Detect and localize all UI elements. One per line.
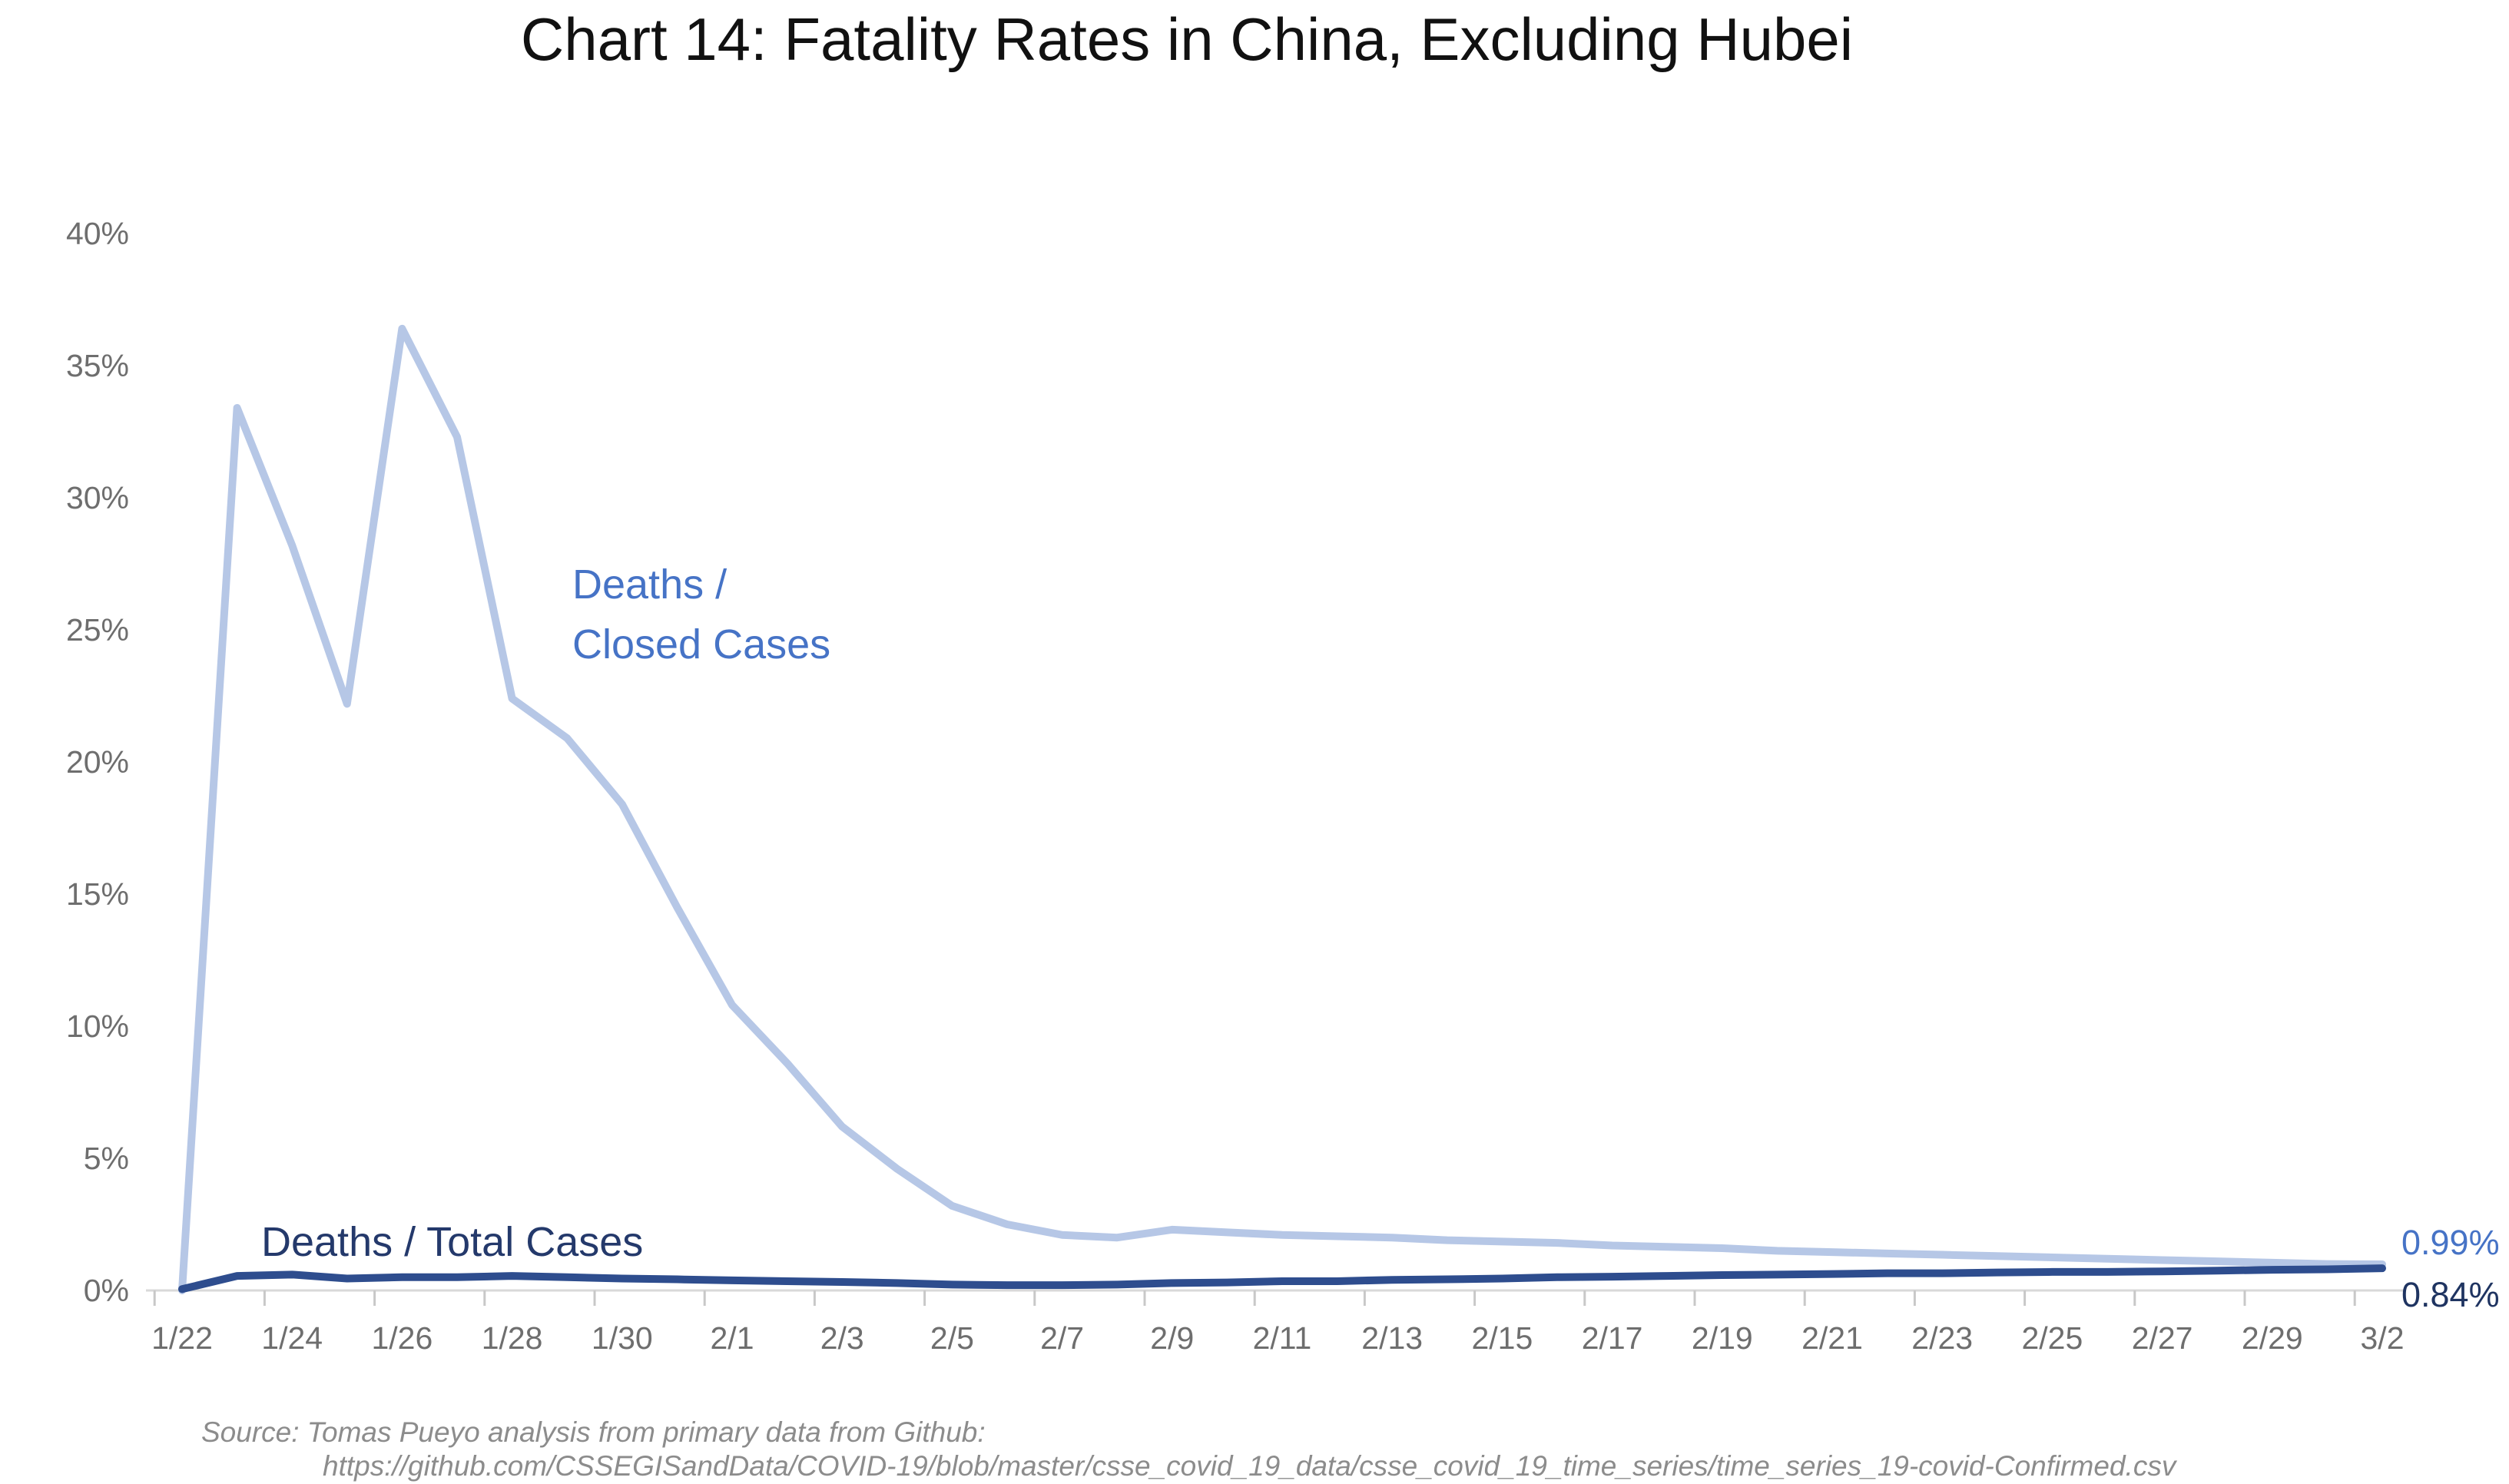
y-axis-tick-label: 25% [65, 612, 129, 648]
x-axis-tick-label: 2/29 [2241, 1320, 2303, 1356]
data-lines [178, 324, 2386, 1294]
x-axis-tick-label: 1/30 [591, 1320, 653, 1356]
y-axis-tick-label: 5% [83, 1141, 129, 1176]
deaths-total-end-value: 0.84% [2401, 1275, 2500, 1314]
x-axis-tick-label: 2/5 [930, 1320, 974, 1356]
deaths-closed-end-value: 0.99% [2401, 1223, 2500, 1262]
y-axis-tick-label: 0% [83, 1273, 129, 1308]
x-axis-tick-label: 1/28 [481, 1320, 543, 1356]
source-attribution-line2: https://github.com/CSSEGISandData/COVID-… [323, 1450, 2176, 1482]
deaths-closed-cases-label: Deaths / Closed Cases [572, 555, 830, 674]
x-axis-tick-label: 2/25 [2021, 1320, 2083, 1356]
x-axis-tick-label: 2/1 [710, 1320, 754, 1356]
x-axis-tick-label: 3/2 [2360, 1320, 2405, 1356]
deaths-closed-cases-label-line2: Closed Cases [572, 621, 831, 667]
y-axis-tick-label: 35% [65, 348, 129, 383]
x-axis-tick-label: 2/13 [1361, 1320, 1424, 1356]
x-axis-tick-label: 2/7 [1040, 1320, 1085, 1356]
x-axis-tick-label: 1/24 [261, 1320, 323, 1356]
x-axis-tick-label: 2/9 [1150, 1320, 1195, 1356]
deaths-total-cases-label: Deaths / Total Cases [261, 1219, 644, 1265]
x-axis-tick-label: 2/23 [1911, 1320, 1974, 1356]
deaths-closed-cases-label-line1: Deaths / [572, 561, 728, 608]
y-axis-tick-label: 20% [65, 744, 129, 780]
deaths-closed-line [178, 324, 2386, 1294]
x-axis-tick-label: 2/15 [1471, 1320, 1533, 1356]
x-axis-tick-label: 2/11 [1252, 1320, 1312, 1356]
x-axis-tick-label: 1/26 [371, 1320, 433, 1356]
x-axis-tick-label: 2/27 [2131, 1320, 2193, 1356]
deaths-total-line [178, 1264, 2386, 1294]
x-axis-tick-label: 2/3 [820, 1320, 864, 1356]
y-axis-tick-label: 15% [65, 876, 129, 912]
source-attribution-line1: Source: Tomas Pueyo analysis from primar… [201, 1416, 986, 1448]
chart-title: Chart 14: Fatality Rates in China, Exclu… [520, 5, 1854, 73]
x-axis-tick-label: 2/17 [1581, 1320, 1643, 1356]
y-axis-tick-label: 10% [65, 1009, 129, 1044]
x-axis-tick-label: 1/22 [151, 1320, 213, 1356]
x-axis-tick-label: 2/19 [1691, 1320, 1753, 1356]
x-axis [146, 1289, 2405, 1306]
x-axis-tick-label: 2/21 [1801, 1320, 1863, 1356]
y-axis-tick-label: 30% [65, 480, 129, 515]
y-axis-tick-label: 40% [65, 216, 129, 251]
